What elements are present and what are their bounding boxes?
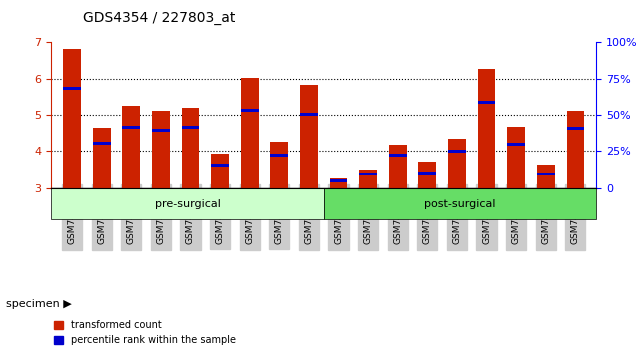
Bar: [122, 126, 140, 129]
Bar: [181, 108, 199, 188]
Bar: [241, 109, 258, 112]
FancyBboxPatch shape: [324, 188, 596, 219]
Bar: [211, 164, 229, 167]
Text: pre-surgical: pre-surgical: [154, 199, 221, 209]
Bar: [507, 143, 525, 145]
Bar: [478, 101, 495, 104]
Bar: [63, 87, 81, 90]
Bar: [152, 129, 170, 132]
Bar: [152, 111, 170, 188]
Bar: [359, 170, 377, 188]
Bar: [537, 172, 554, 176]
FancyBboxPatch shape: [51, 188, 324, 219]
Bar: [329, 178, 347, 188]
Bar: [181, 126, 199, 129]
Bar: [300, 85, 318, 188]
Bar: [271, 142, 288, 188]
Bar: [359, 172, 377, 176]
Bar: [211, 154, 229, 188]
Bar: [389, 154, 406, 156]
Bar: [93, 128, 110, 188]
Bar: [329, 179, 347, 182]
Bar: [567, 127, 585, 130]
Bar: [419, 172, 437, 175]
Bar: [537, 165, 554, 188]
Bar: [241, 78, 258, 188]
Text: specimen ▶: specimen ▶: [6, 299, 72, 309]
Bar: [389, 145, 406, 188]
Bar: [567, 112, 585, 188]
Text: GDS4354 / 227803_at: GDS4354 / 227803_at: [83, 11, 236, 25]
Bar: [300, 113, 318, 116]
Bar: [419, 162, 437, 188]
Bar: [271, 154, 288, 156]
Bar: [122, 106, 140, 188]
Text: post-surgical: post-surgical: [424, 199, 495, 209]
Bar: [93, 142, 110, 145]
Bar: [448, 150, 466, 153]
Bar: [63, 49, 81, 188]
Bar: [507, 127, 525, 188]
Bar: [448, 139, 466, 188]
Bar: [478, 69, 495, 188]
Legend: transformed count, percentile rank within the sample: transformed count, percentile rank withi…: [50, 316, 240, 349]
